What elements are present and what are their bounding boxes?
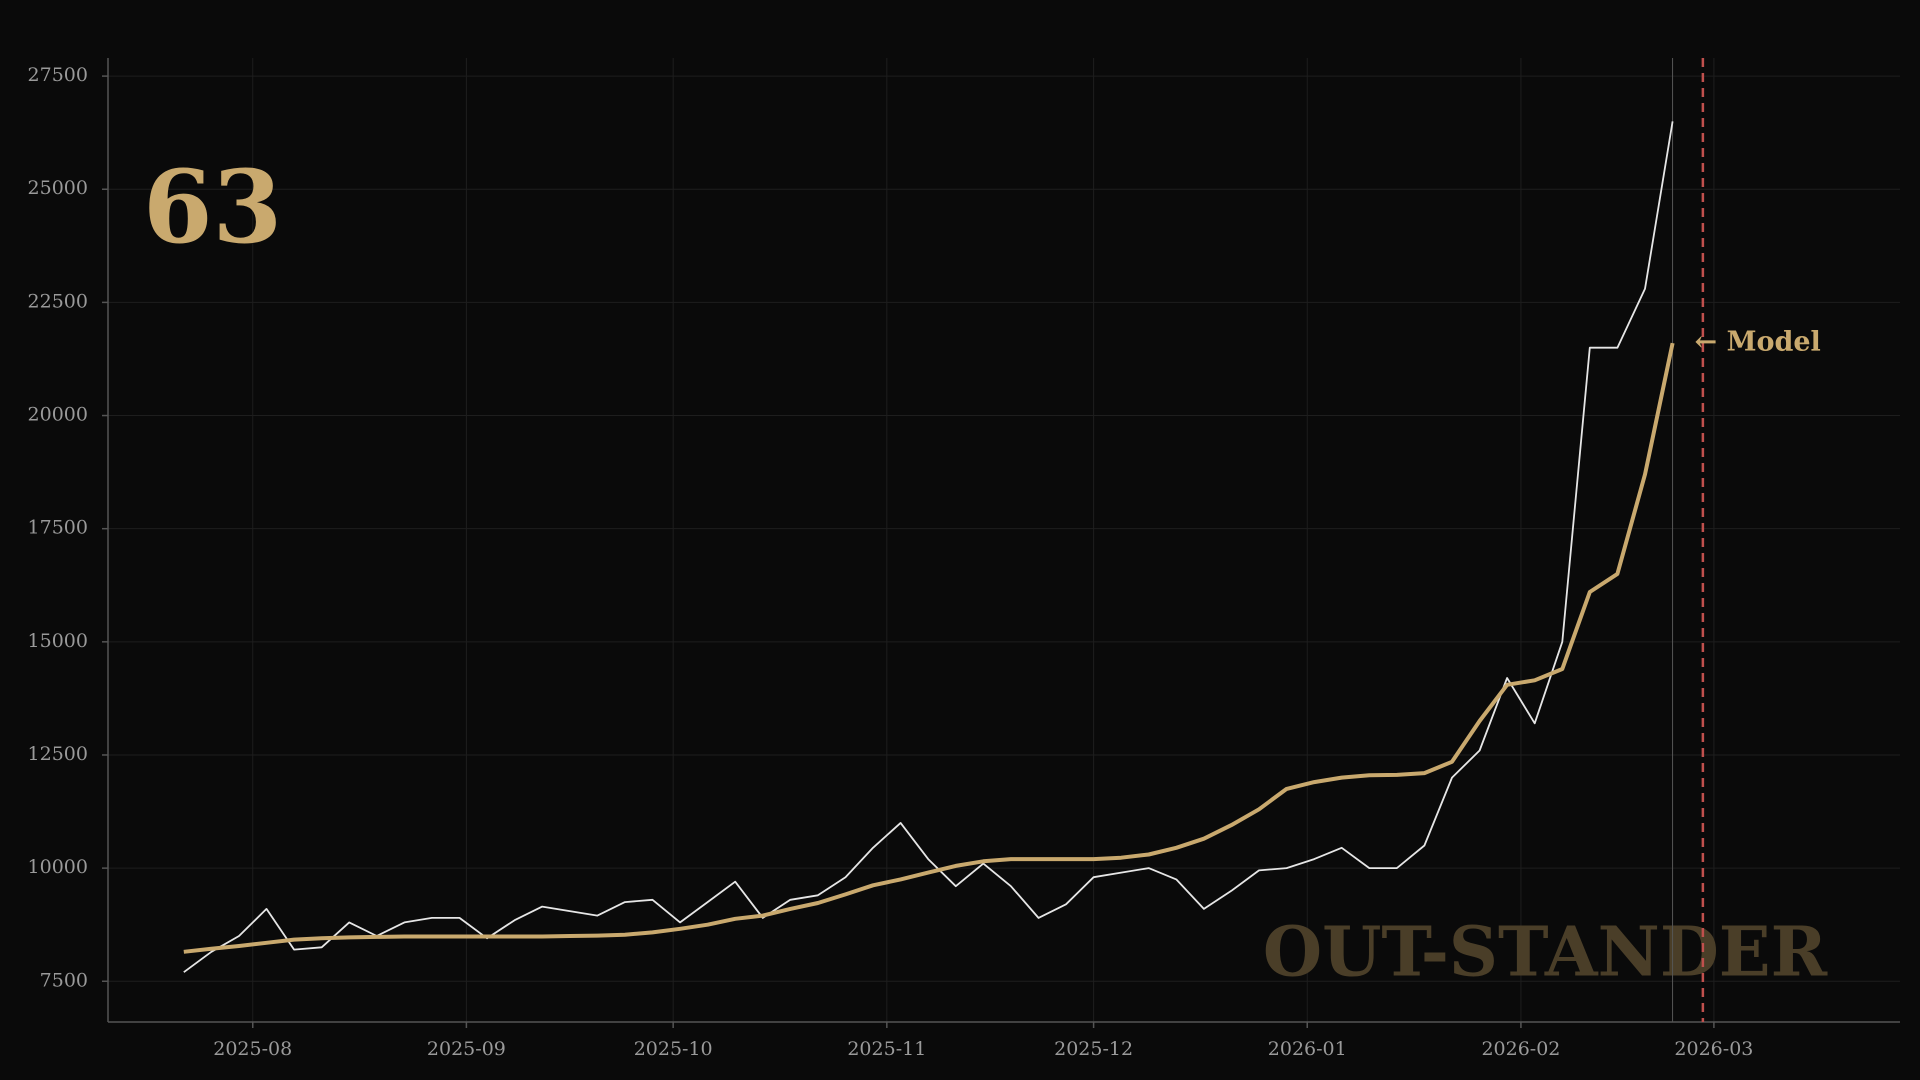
- x-tick-label: 2025-09: [427, 1038, 506, 1060]
- y-tick-label: 25000: [28, 177, 88, 199]
- counter: 63: [143, 148, 282, 266]
- y-tick-label: 17500: [28, 517, 88, 539]
- x-tick-label: 2025-08: [213, 1038, 292, 1060]
- line-series: [183, 121, 1674, 973]
- x-tick-label: 2026-03: [1674, 1038, 1753, 1060]
- y-tick-label: 27500: [28, 64, 88, 86]
- y-tick-label: 22500: [28, 290, 88, 312]
- y-tick-label: 10000: [28, 856, 88, 878]
- watermark: OUT-STANDER: [1263, 913, 1828, 993]
- x-tick-label: 2025-10: [634, 1038, 713, 1060]
- line-series: [183, 342, 1675, 954]
- x-tick-label: 2026-01: [1268, 1038, 1347, 1060]
- model-label: ← Model: [1695, 327, 1821, 358]
- x-tick-label: 2025-11: [847, 1038, 926, 1060]
- x-tick-label: 2026-02: [1481, 1038, 1560, 1060]
- y-tick-label: 15000: [28, 630, 88, 652]
- y-tick-label: 20000: [28, 404, 88, 426]
- x-tick-label: 2025-12: [1054, 1038, 1133, 1060]
- y-tick-label: 7500: [40, 969, 88, 991]
- y-tick-label: 12500: [28, 743, 88, 765]
